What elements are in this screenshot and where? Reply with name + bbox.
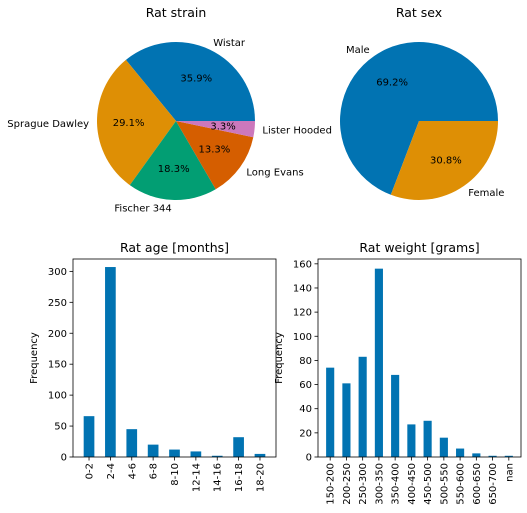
pie-pct-label: 35.9%	[180, 74, 212, 85]
x-tick-label: 150-200	[326, 463, 337, 505]
pie-category-label: Long Evans	[246, 167, 303, 178]
bar	[254, 453, 266, 457]
y-tick-label: 120	[293, 308, 312, 319]
y-tick-label: 0	[306, 453, 312, 464]
pie-category-label: Female	[468, 188, 504, 199]
pie-slice	[176, 121, 255, 138]
y-tick-label: 140	[293, 284, 312, 295]
bar	[423, 420, 432, 457]
bar	[374, 268, 383, 457]
bar	[342, 383, 351, 457]
x-tick-label: 450-500	[423, 463, 434, 505]
y-tick-label: 160	[293, 259, 312, 270]
y-axis-label: Frequency	[274, 332, 285, 384]
chart-title: Rat weight [grams]	[359, 240, 479, 255]
chart-title: Rat sex	[396, 5, 442, 20]
pie-category-label: Male	[346, 45, 370, 56]
x-tick-label: 400-450	[407, 463, 418, 505]
bar	[105, 267, 116, 457]
chart-title: Rat strain	[146, 5, 207, 20]
x-tick-label: 12-14	[191, 463, 202, 492]
x-tick-label: 18-20	[255, 463, 266, 492]
bar	[147, 444, 159, 458]
bar-chart-2: Rat age [months] 0-2 2-4 4-6 6-8 8-10 12-14 14-…	[29, 240, 277, 492]
x-tick-label: 550-600	[456, 463, 467, 505]
pie-chart-1: Rat sex 69.2% Male 30.8% Female	[340, 5, 504, 200]
pie-category-label: Lister Hooded	[262, 126, 332, 137]
pie-slice	[129, 121, 216, 200]
x-tick-label: 16-18	[234, 463, 245, 492]
bar	[407, 424, 416, 457]
y-tick-label: 40	[299, 404, 312, 415]
y-tick-label: 60	[299, 380, 312, 391]
pie-chart-0: Rat strain 35.9% Wistar 29.1% Sprague Dawley…	[7, 5, 332, 214]
y-tick-label: 50	[54, 422, 67, 433]
pie-pct-label: 69.2%	[376, 78, 408, 89]
y-axis-label: Frequency	[29, 332, 40, 384]
x-tick-label: 650-700	[488, 463, 499, 505]
pie-pct-label: 30.8%	[430, 156, 462, 167]
x-tick-label: 6-8	[149, 463, 160, 479]
y-tick-label: 80	[299, 356, 312, 367]
pie-category-label: Sprague Dawley	[7, 119, 89, 130]
y-tick-label: 0	[61, 453, 67, 464]
x-tick-label: 500-550	[439, 463, 450, 505]
y-tick-label: 150	[48, 360, 67, 371]
pie-category-label: Fischer 344	[114, 203, 171, 214]
x-tick-label: 200-250	[342, 463, 353, 505]
bar	[504, 455, 513, 457]
bar	[358, 356, 367, 457]
x-tick-label: 4-6	[127, 463, 138, 479]
x-tick-label: 250-300	[358, 463, 369, 505]
bar	[472, 453, 481, 457]
bar	[326, 367, 335, 457]
pie-slice	[176, 121, 254, 190]
y-tick-label: 200	[48, 329, 67, 340]
pie-slice	[390, 121, 498, 200]
x-tick-label: 600-650	[472, 463, 483, 505]
bar	[233, 437, 244, 457]
y-tick-label: 250	[48, 298, 67, 309]
x-tick-label: 350-400	[391, 463, 402, 505]
chart-title: Rat age [months]	[120, 240, 229, 255]
y-tick-label: 100	[48, 391, 67, 402]
x-tick-label: 2-4	[106, 463, 117, 479]
pie-pct-label: 13.3%	[199, 144, 231, 155]
bar	[190, 451, 202, 457]
bar	[488, 455, 497, 457]
bar	[439, 437, 448, 457]
bar	[211, 455, 223, 457]
x-tick-label: 14-16	[213, 463, 224, 492]
pie-pct-label: 18.3%	[158, 164, 190, 175]
bar	[391, 374, 400, 457]
x-tick-label: 0-2	[85, 463, 96, 479]
bar	[126, 429, 138, 457]
pie-pct-label: 3.3%	[210, 121, 235, 132]
y-tick-label: 300	[48, 267, 67, 278]
axes-frame	[317, 258, 522, 458]
pie-slice	[340, 41, 498, 195]
bar	[83, 416, 95, 457]
pie-slice	[125, 42, 255, 121]
axes-frame	[72, 258, 277, 458]
x-tick-label: 8-10	[170, 463, 181, 486]
pie-pct-label: 29.1%	[113, 118, 145, 129]
y-tick-label: 20	[299, 428, 312, 439]
bar-chart-3: Rat weight [grams] 150-200 200-250 250-300 3…	[274, 240, 522, 505]
pie-category-label: Wistar	[213, 38, 246, 49]
bar	[456, 448, 465, 457]
y-tick-label: 100	[293, 332, 312, 343]
bar	[169, 449, 180, 457]
x-tick-label: nan	[504, 463, 515, 482]
pie-slice	[97, 59, 176, 186]
x-tick-label: 300-350	[374, 463, 385, 505]
